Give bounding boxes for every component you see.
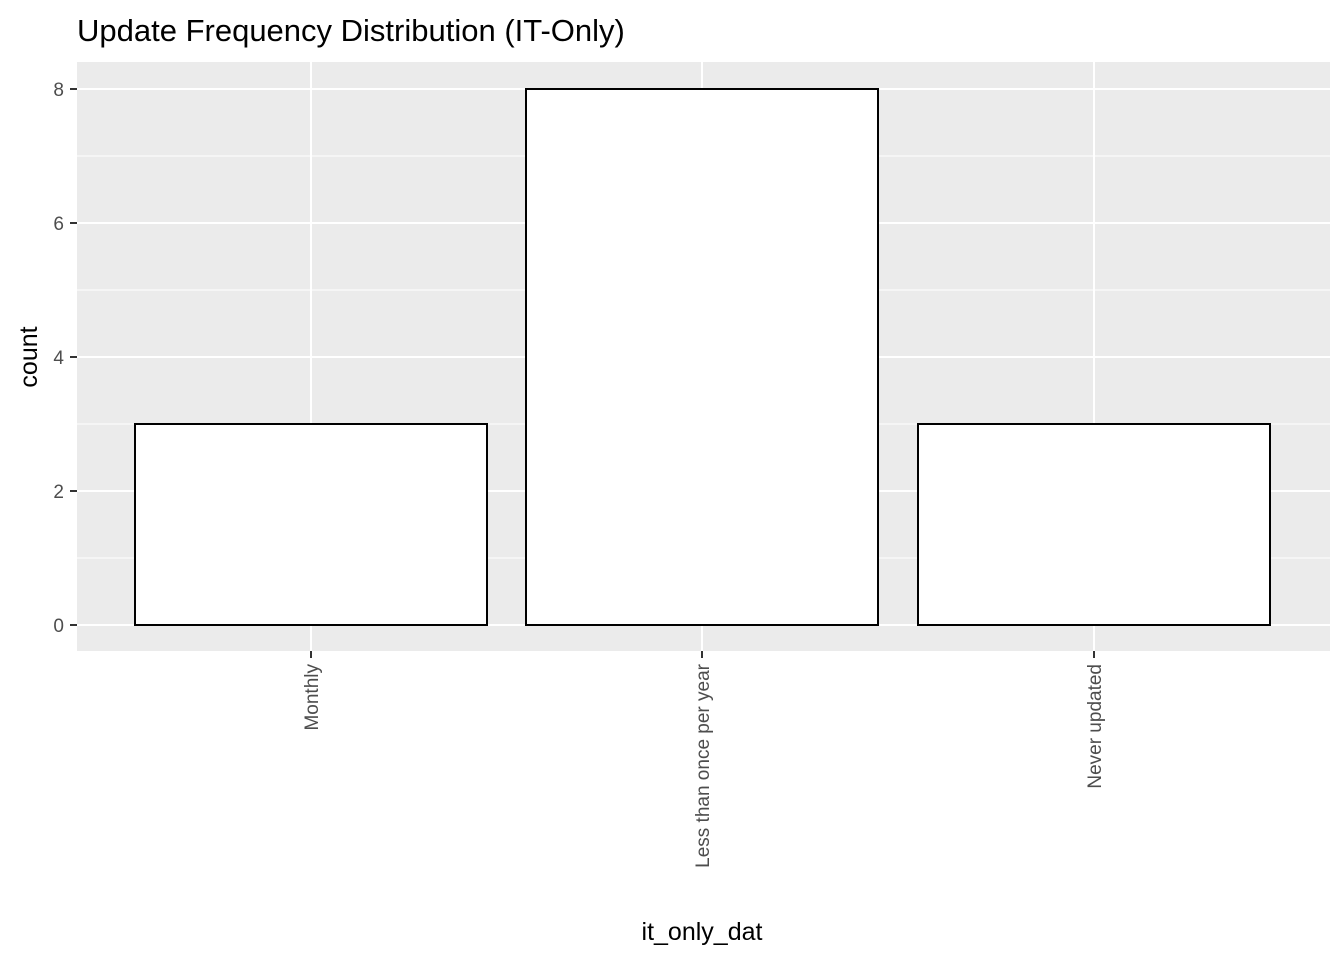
- y-tick-label: 2: [53, 482, 64, 503]
- x-tick-label: Monthly: [302, 664, 323, 731]
- y-tick-label: 8: [53, 80, 64, 101]
- x-axis-title: it_only_dat: [642, 918, 763, 946]
- x-tick-label: Never updated: [1085, 664, 1106, 789]
- y-tick-label: 4: [53, 348, 64, 369]
- bar-monthly: [134, 423, 488, 626]
- x-tick-label: Less than once per year: [693, 663, 714, 868]
- bars: [134, 88, 1271, 626]
- y-tick-label: 0: [53, 616, 64, 637]
- chart-title: Update Frequency Distribution (IT-Only): [77, 13, 625, 48]
- y-axis-title: count: [15, 326, 43, 387]
- y-tick-label: 6: [53, 214, 64, 235]
- y-axis: 0 2 4 6 8: [53, 80, 77, 637]
- x-axis: Monthly Less than once per year Never upda…: [302, 651, 1106, 868]
- bar-less-than-once-per-year: [525, 88, 879, 626]
- bar-never-updated: [917, 423, 1271, 626]
